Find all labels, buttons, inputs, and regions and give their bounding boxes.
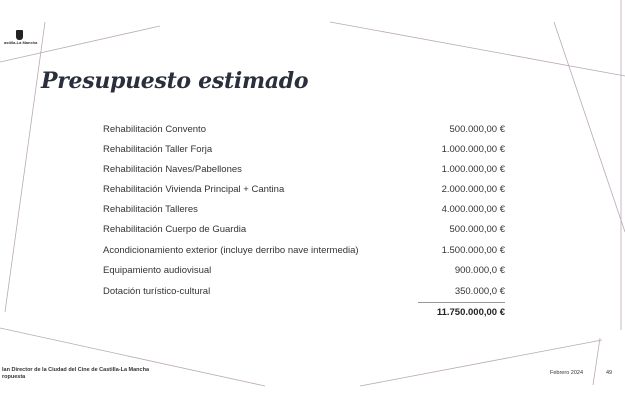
item-amount: 1.500.000,00 € <box>441 245 505 256</box>
item-amount: 4.000.000,00 € <box>441 204 505 215</box>
item-label: Dotación turístico-cultural <box>103 286 211 297</box>
budget-row: Rehabilitación Taller Forja 1.000.000,00 … <box>103 140 505 160</box>
page-title: Presupuesto estimado <box>41 68 309 94</box>
footer-document-title: lan Director de la Ciudad del Cine de Ca… <box>2 367 149 381</box>
logo-text: astilla-La Mancha <box>4 40 38 45</box>
budget-row: Rehabilitación Naves/Pabellones 1.000.000… <box>103 160 505 180</box>
item-amount: 1.000.000,00 € <box>441 144 505 155</box>
page-number: 49 <box>606 370 613 376</box>
item-label: Rehabilitación Talleres <box>103 204 198 215</box>
item-label: Rehabilitación Cuerpo de Guardia <box>103 224 247 235</box>
budget-row: Rehabilitación Talleres 4.000.000,00 € <box>103 200 505 220</box>
budget-row: Equipamiento audiovisual 900.000,0 € <box>103 261 505 281</box>
item-label: Equipamiento audiovisual <box>103 265 212 276</box>
item-label: Rehabilitación Vivienda Principal + Cant… <box>103 184 285 195</box>
item-label: Rehabilitación Taller Forja <box>103 144 213 155</box>
budget-row: Rehabilitación Vivienda Principal + Cant… <box>103 180 505 200</box>
item-label: Acondicionamiento exterior (incluye derr… <box>103 245 359 256</box>
item-amount: 350.000,0 € <box>454 286 505 297</box>
item-amount: 1.000.000,00 € <box>441 164 505 175</box>
item-amount: 500.000,00 € <box>449 124 505 135</box>
item-amount: 500.000,00 € <box>449 224 505 235</box>
footer-date: Febrero 2024 <box>550 370 584 376</box>
total-row: 11.750.000,00 € <box>103 303 505 323</box>
budget-row: Rehabilitación Convento 500.000,00 € <box>103 120 505 140</box>
budget-row: Rehabilitación Cuerpo de Guardia 500.000,… <box>103 220 505 240</box>
footer-line-1: lan Director de la Ciudad del Cine de Ca… <box>2 367 150 373</box>
total-divider <box>418 302 505 303</box>
item-amount: 900.000,0 € <box>454 265 505 276</box>
item-amount: 2.000.000,00 € <box>441 184 505 195</box>
coat-of-arms-icon <box>15 30 23 40</box>
logo: astilla-La Mancha <box>4 30 38 45</box>
footer-line-2: ropuesta <box>2 374 26 380</box>
item-label: Rehabilitación Naves/Pabellones <box>103 164 242 175</box>
budget-row: Acondicionamiento exterior (incluye derr… <box>103 241 505 261</box>
total-amount: 11.750.000,00 € <box>436 307 505 318</box>
budget-row: Dotación turístico-cultural 350.000,0 € <box>103 282 505 302</box>
item-label: Rehabilitación Convento <box>103 124 206 135</box>
